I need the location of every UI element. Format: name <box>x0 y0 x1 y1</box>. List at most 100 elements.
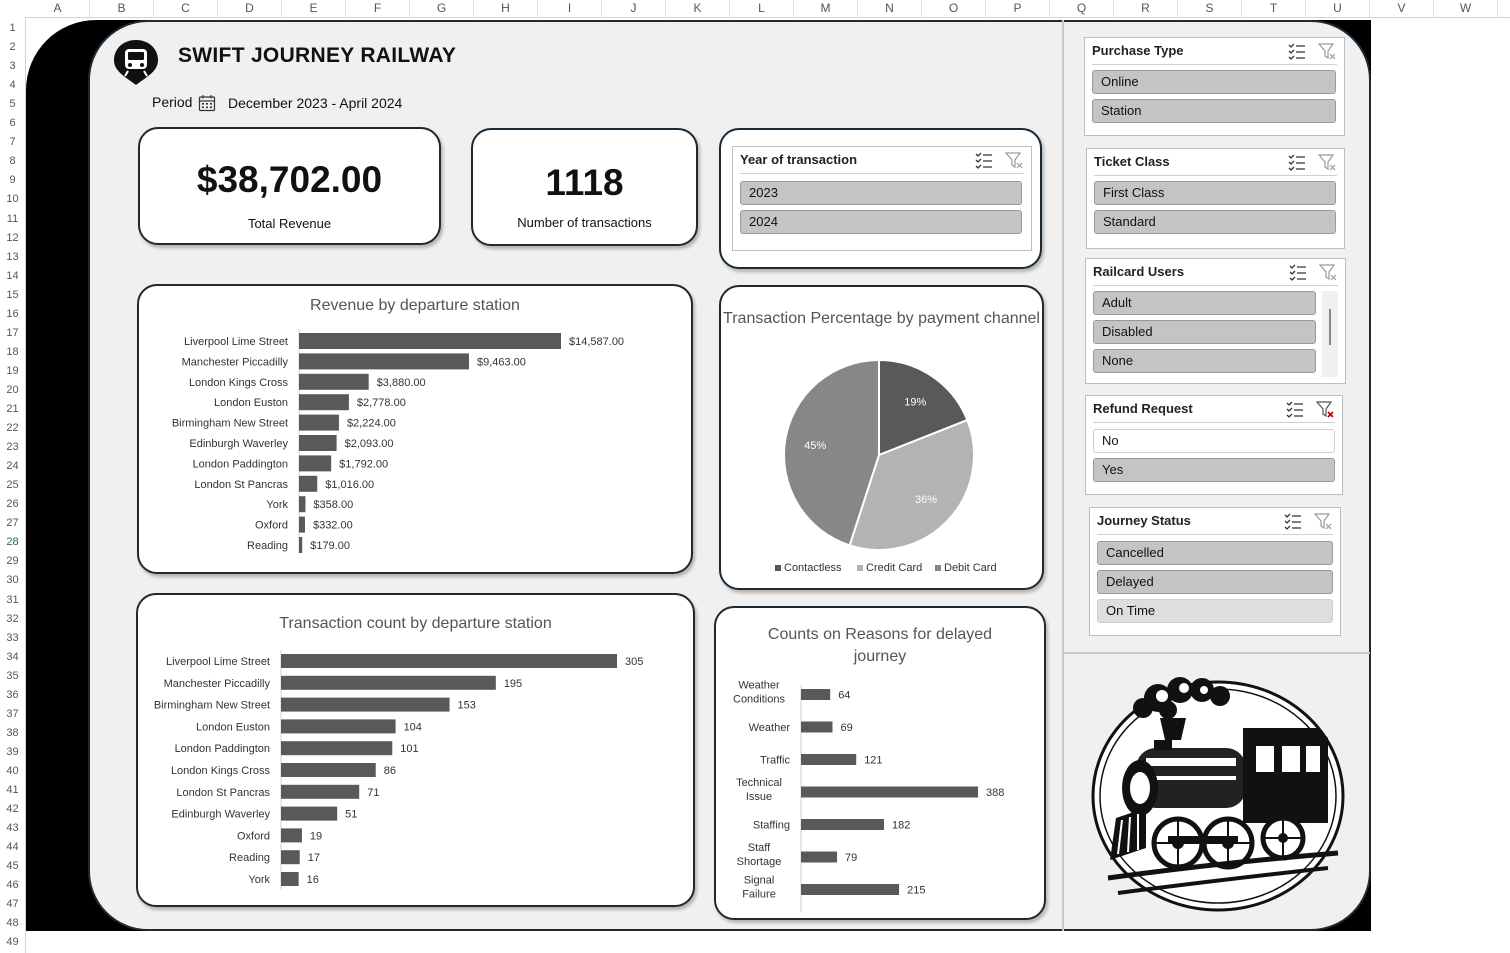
clear-filter-icon[interactable] <box>1005 151 1023 169</box>
column-header-t[interactable]: T <box>1242 0 1306 17</box>
slicer-item-yes[interactable]: Yes <box>1093 458 1335 482</box>
column-header-i[interactable]: I <box>538 0 602 17</box>
multi-select-icon[interactable] <box>1284 512 1302 530</box>
clear-filter-icon[interactable] <box>1318 153 1336 171</box>
row-header-48[interactable]: 48 <box>6 917 19 930</box>
column-header-g[interactable]: G <box>410 0 474 17</box>
railcard-scrollbar[interactable] <box>1322 291 1338 377</box>
column-header-p[interactable]: P <box>986 0 1050 17</box>
row-header-31[interactable]: 31 <box>6 593 19 606</box>
column-header-w[interactable]: W <box>1434 0 1498 17</box>
column-header-s[interactable]: S <box>1178 0 1242 17</box>
column-header-n[interactable]: N <box>858 0 922 17</box>
multi-select-icon[interactable] <box>1288 42 1306 60</box>
clear-filter-icon[interactable] <box>1318 42 1336 60</box>
column-header-r[interactable]: R <box>1114 0 1178 17</box>
column-header-e[interactable]: E <box>282 0 346 17</box>
slicer-item-first-class[interactable]: First Class <box>1094 181 1336 205</box>
slicer-item-cancelled[interactable]: Cancelled <box>1097 541 1333 565</box>
column-header-f[interactable]: F <box>346 0 410 17</box>
row-header-5[interactable]: 5 <box>9 98 16 111</box>
row-header-16[interactable]: 16 <box>6 307 19 320</box>
column-header-d[interactable]: D <box>218 0 282 17</box>
row-header-25[interactable]: 25 <box>6 479 19 492</box>
row-header-44[interactable]: 44 <box>6 841 19 854</box>
clear-filter-icon[interactable] <box>1316 400 1334 418</box>
select-all-corner[interactable] <box>0 0 27 18</box>
row-header-47[interactable]: 47 <box>6 898 19 911</box>
slicer-item-delayed[interactable]: Delayed <box>1097 570 1333 594</box>
row-header-15[interactable]: 15 <box>6 288 19 301</box>
column-header-k[interactable]: K <box>666 0 730 17</box>
column-header-v[interactable]: V <box>1370 0 1434 17</box>
column-header-j[interactable]: J <box>602 0 666 17</box>
multi-select-icon[interactable] <box>1288 153 1306 171</box>
row-header-21[interactable]: 21 <box>6 403 19 415</box>
row-header-34[interactable]: 34 <box>6 650 19 663</box>
column-header-c[interactable]: C <box>154 0 218 17</box>
slicer-item-2023[interactable]: 2023 <box>740 181 1022 205</box>
row-header-13[interactable]: 13 <box>6 250 19 263</box>
multi-select-icon[interactable] <box>1289 263 1307 281</box>
row-header-2[interactable]: 2 <box>9 41 16 54</box>
slicer-item-2024[interactable]: 2024 <box>740 210 1022 234</box>
column-header-h[interactable]: H <box>474 0 538 17</box>
row-header-42[interactable]: 42 <box>6 803 19 816</box>
clear-filter-icon[interactable] <box>1314 512 1332 530</box>
row-header-26[interactable]: 26 <box>6 498 19 511</box>
slicer-item-no[interactable]: No <box>1093 429 1335 453</box>
slicer-item-station[interactable]: Station <box>1092 99 1336 123</box>
row-header-30[interactable]: 30 <box>6 574 19 587</box>
row-header-20[interactable]: 20 <box>6 383 19 396</box>
row-header-23[interactable]: 23 <box>6 441 19 454</box>
row-header-32[interactable]: 32 <box>6 612 19 625</box>
row-header-12[interactable]: 12 <box>6 231 19 244</box>
row-header-10[interactable]: 10 <box>6 193 19 206</box>
journey-status-slicer[interactable]: Journey Status Cancelled Delayed On Time <box>1089 507 1341 636</box>
year-slicer[interactable]: Year of transaction 2023 2024 <box>732 146 1032 251</box>
row-header-7[interactable]: 7 <box>9 136 16 149</box>
row-header-39[interactable]: 39 <box>6 745 19 758</box>
row-header-43[interactable]: 43 <box>6 822 19 835</box>
slicer-item-online[interactable]: Online <box>1092 70 1336 94</box>
ticket-class-slicer[interactable]: Ticket Class First Class Standard <box>1086 148 1345 249</box>
row-header-4[interactable]: 4 <box>9 79 16 92</box>
column-header-m[interactable]: M <box>794 0 858 17</box>
row-header-14[interactable]: 14 <box>6 269 19 282</box>
column-header-l[interactable]: L <box>730 0 794 17</box>
slicer-item-adult[interactable]: Adult <box>1093 291 1316 315</box>
row-header-1[interactable]: 1 <box>9 22 16 34</box>
row-header-35[interactable]: 35 <box>6 669 19 682</box>
refund-slicer[interactable]: Refund Request No Yes <box>1085 395 1343 495</box>
row-header-19[interactable]: 19 <box>6 364 19 377</box>
slicer-item-disabled[interactable]: Disabled <box>1093 320 1316 344</box>
row-header-3[interactable]: 3 <box>9 60 16 73</box>
row-header-36[interactable]: 36 <box>6 688 19 701</box>
slicer-item-on-time[interactable]: On Time <box>1097 599 1333 623</box>
row-header-49[interactable]: 49 <box>6 936 19 949</box>
row-header-28[interactable]: 28 <box>6 536 19 549</box>
purchase-type-slicer[interactable]: Purchase Type Online Station <box>1084 37 1345 136</box>
row-header-6[interactable]: 6 <box>9 117 16 130</box>
row-header-41[interactable]: 41 <box>6 784 19 796</box>
column-header-q[interactable]: Q <box>1050 0 1114 17</box>
column-header-b[interactable]: B <box>90 0 154 17</box>
row-header-46[interactable]: 46 <box>6 879 19 892</box>
row-header-33[interactable]: 33 <box>6 631 19 644</box>
slicer-item-none[interactable]: None <box>1093 349 1316 373</box>
row-header-17[interactable]: 17 <box>6 326 19 339</box>
row-header-24[interactable]: 24 <box>6 460 19 473</box>
multi-select-icon[interactable] <box>975 151 993 169</box>
column-header-a[interactable]: A <box>26 0 90 17</box>
row-header-29[interactable]: 29 <box>6 555 19 568</box>
row-header-27[interactable]: 27 <box>6 517 19 530</box>
column-header-o[interactable]: O <box>922 0 986 17</box>
row-header-9[interactable]: 9 <box>9 174 16 187</box>
row-header-38[interactable]: 38 <box>6 726 19 739</box>
row-header-45[interactable]: 45 <box>6 860 19 873</box>
row-header-40[interactable]: 40 <box>6 764 19 777</box>
multi-select-icon[interactable] <box>1286 400 1304 418</box>
row-header-8[interactable]: 8 <box>9 155 16 168</box>
railcard-slicer[interactable]: Railcard Users Adult Disabled None <box>1085 258 1346 384</box>
row-header-37[interactable]: 37 <box>6 707 19 720</box>
